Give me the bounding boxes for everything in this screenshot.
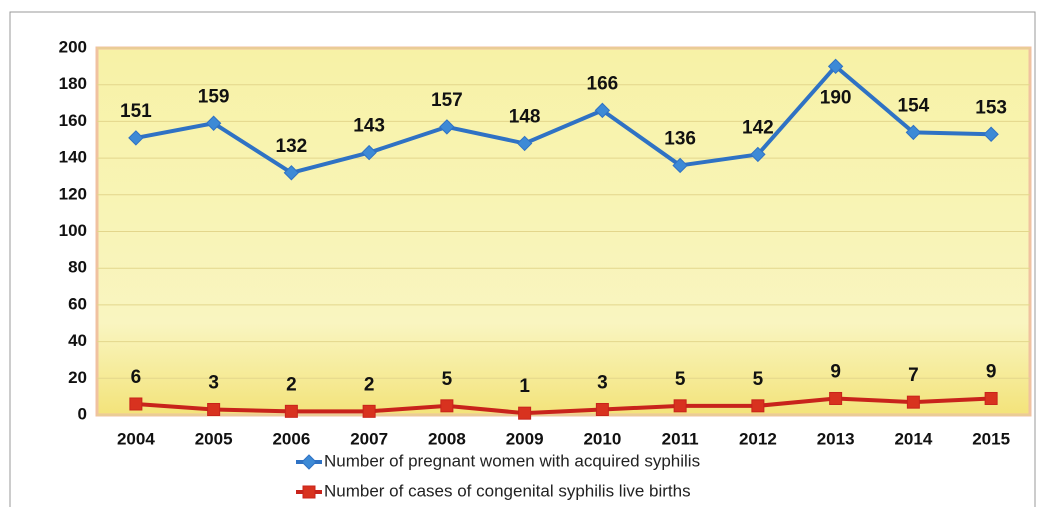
data-label: 9 [830, 362, 841, 383]
data-label: 143 [353, 116, 385, 137]
data-label: 136 [664, 128, 696, 149]
x-tick-label: 2013 [817, 429, 855, 448]
point [984, 391, 998, 405]
y-tick-label: 80 [68, 258, 87, 277]
point [439, 119, 455, 135]
point [594, 102, 611, 119]
data-label: 9 [986, 362, 997, 383]
series-line [135, 64, 992, 175]
y-tick-label: 20 [68, 368, 87, 387]
x-tick-label: 2012 [739, 429, 777, 448]
data-label: 5 [442, 369, 453, 390]
legend-label: Number of cases of congenital syphilis l… [324, 481, 691, 500]
data-label: 5 [753, 369, 764, 390]
x-tick-label: 2006 [272, 429, 310, 448]
y-tick-label: 140 [59, 148, 87, 167]
point [516, 135, 533, 152]
data-label: 7 [908, 365, 919, 386]
x-tick-label: 2007 [350, 429, 388, 448]
point [283, 165, 300, 181]
data-label: 159 [198, 86, 230, 107]
point [829, 391, 843, 405]
data-label: 154 [898, 95, 930, 116]
data-label: 190 [820, 87, 852, 108]
x-tick-label: 2004 [117, 429, 155, 448]
data-label: 2 [364, 374, 375, 395]
point [207, 402, 221, 416]
data-label: 5 [675, 369, 686, 390]
point [302, 485, 316, 499]
point [128, 130, 144, 146]
y-tick-label: 0 [78, 404, 87, 423]
point [129, 397, 143, 411]
data-label: 157 [431, 90, 463, 111]
y-tick-label: 120 [59, 184, 87, 203]
point [205, 115, 222, 131]
x-tick-label: 2011 [662, 429, 699, 448]
point [595, 402, 609, 416]
point [751, 399, 765, 413]
data-label: 153 [975, 97, 1007, 118]
x-tick-label: 2009 [506, 429, 544, 448]
y-tick-label: 200 [59, 37, 87, 56]
point [284, 404, 298, 418]
point [906, 395, 920, 409]
data-label: 132 [276, 136, 308, 157]
point [518, 406, 532, 420]
data-label: 6 [131, 367, 142, 388]
data-label: 3 [208, 373, 219, 394]
point [827, 58, 844, 75]
legend-label: Number of pregnant women with acquired s… [324, 451, 700, 470]
frame [9, 11, 1036, 507]
series-line [135, 396, 992, 416]
point [361, 144, 377, 161]
data-label: 151 [120, 101, 152, 122]
point [440, 399, 454, 413]
y-tick-label: 100 [59, 221, 87, 240]
point [362, 404, 376, 418]
point [673, 399, 687, 413]
data-label: 2 [286, 374, 297, 395]
point [301, 454, 317, 470]
y-tick-label: 40 [68, 331, 87, 350]
point [983, 126, 999, 142]
y-tick-label: 180 [59, 74, 87, 93]
point [905, 124, 922, 141]
x-tick-label: 2014 [894, 429, 932, 448]
x-tick-label: 2015 [972, 429, 1010, 448]
data-label: 148 [509, 106, 541, 127]
x-tick-label: 2010 [583, 429, 621, 448]
data-label: 1 [519, 376, 530, 397]
y-tick-label: 60 [68, 294, 87, 313]
point [750, 146, 766, 163]
x-tick-label: 2005 [195, 429, 233, 448]
x-tick-label: 2008 [428, 429, 466, 448]
data-label: 142 [742, 117, 774, 138]
y-tick-label: 160 [59, 111, 87, 130]
data-label: 3 [597, 373, 608, 394]
data-label: 166 [587, 73, 619, 94]
point [672, 157, 688, 174]
